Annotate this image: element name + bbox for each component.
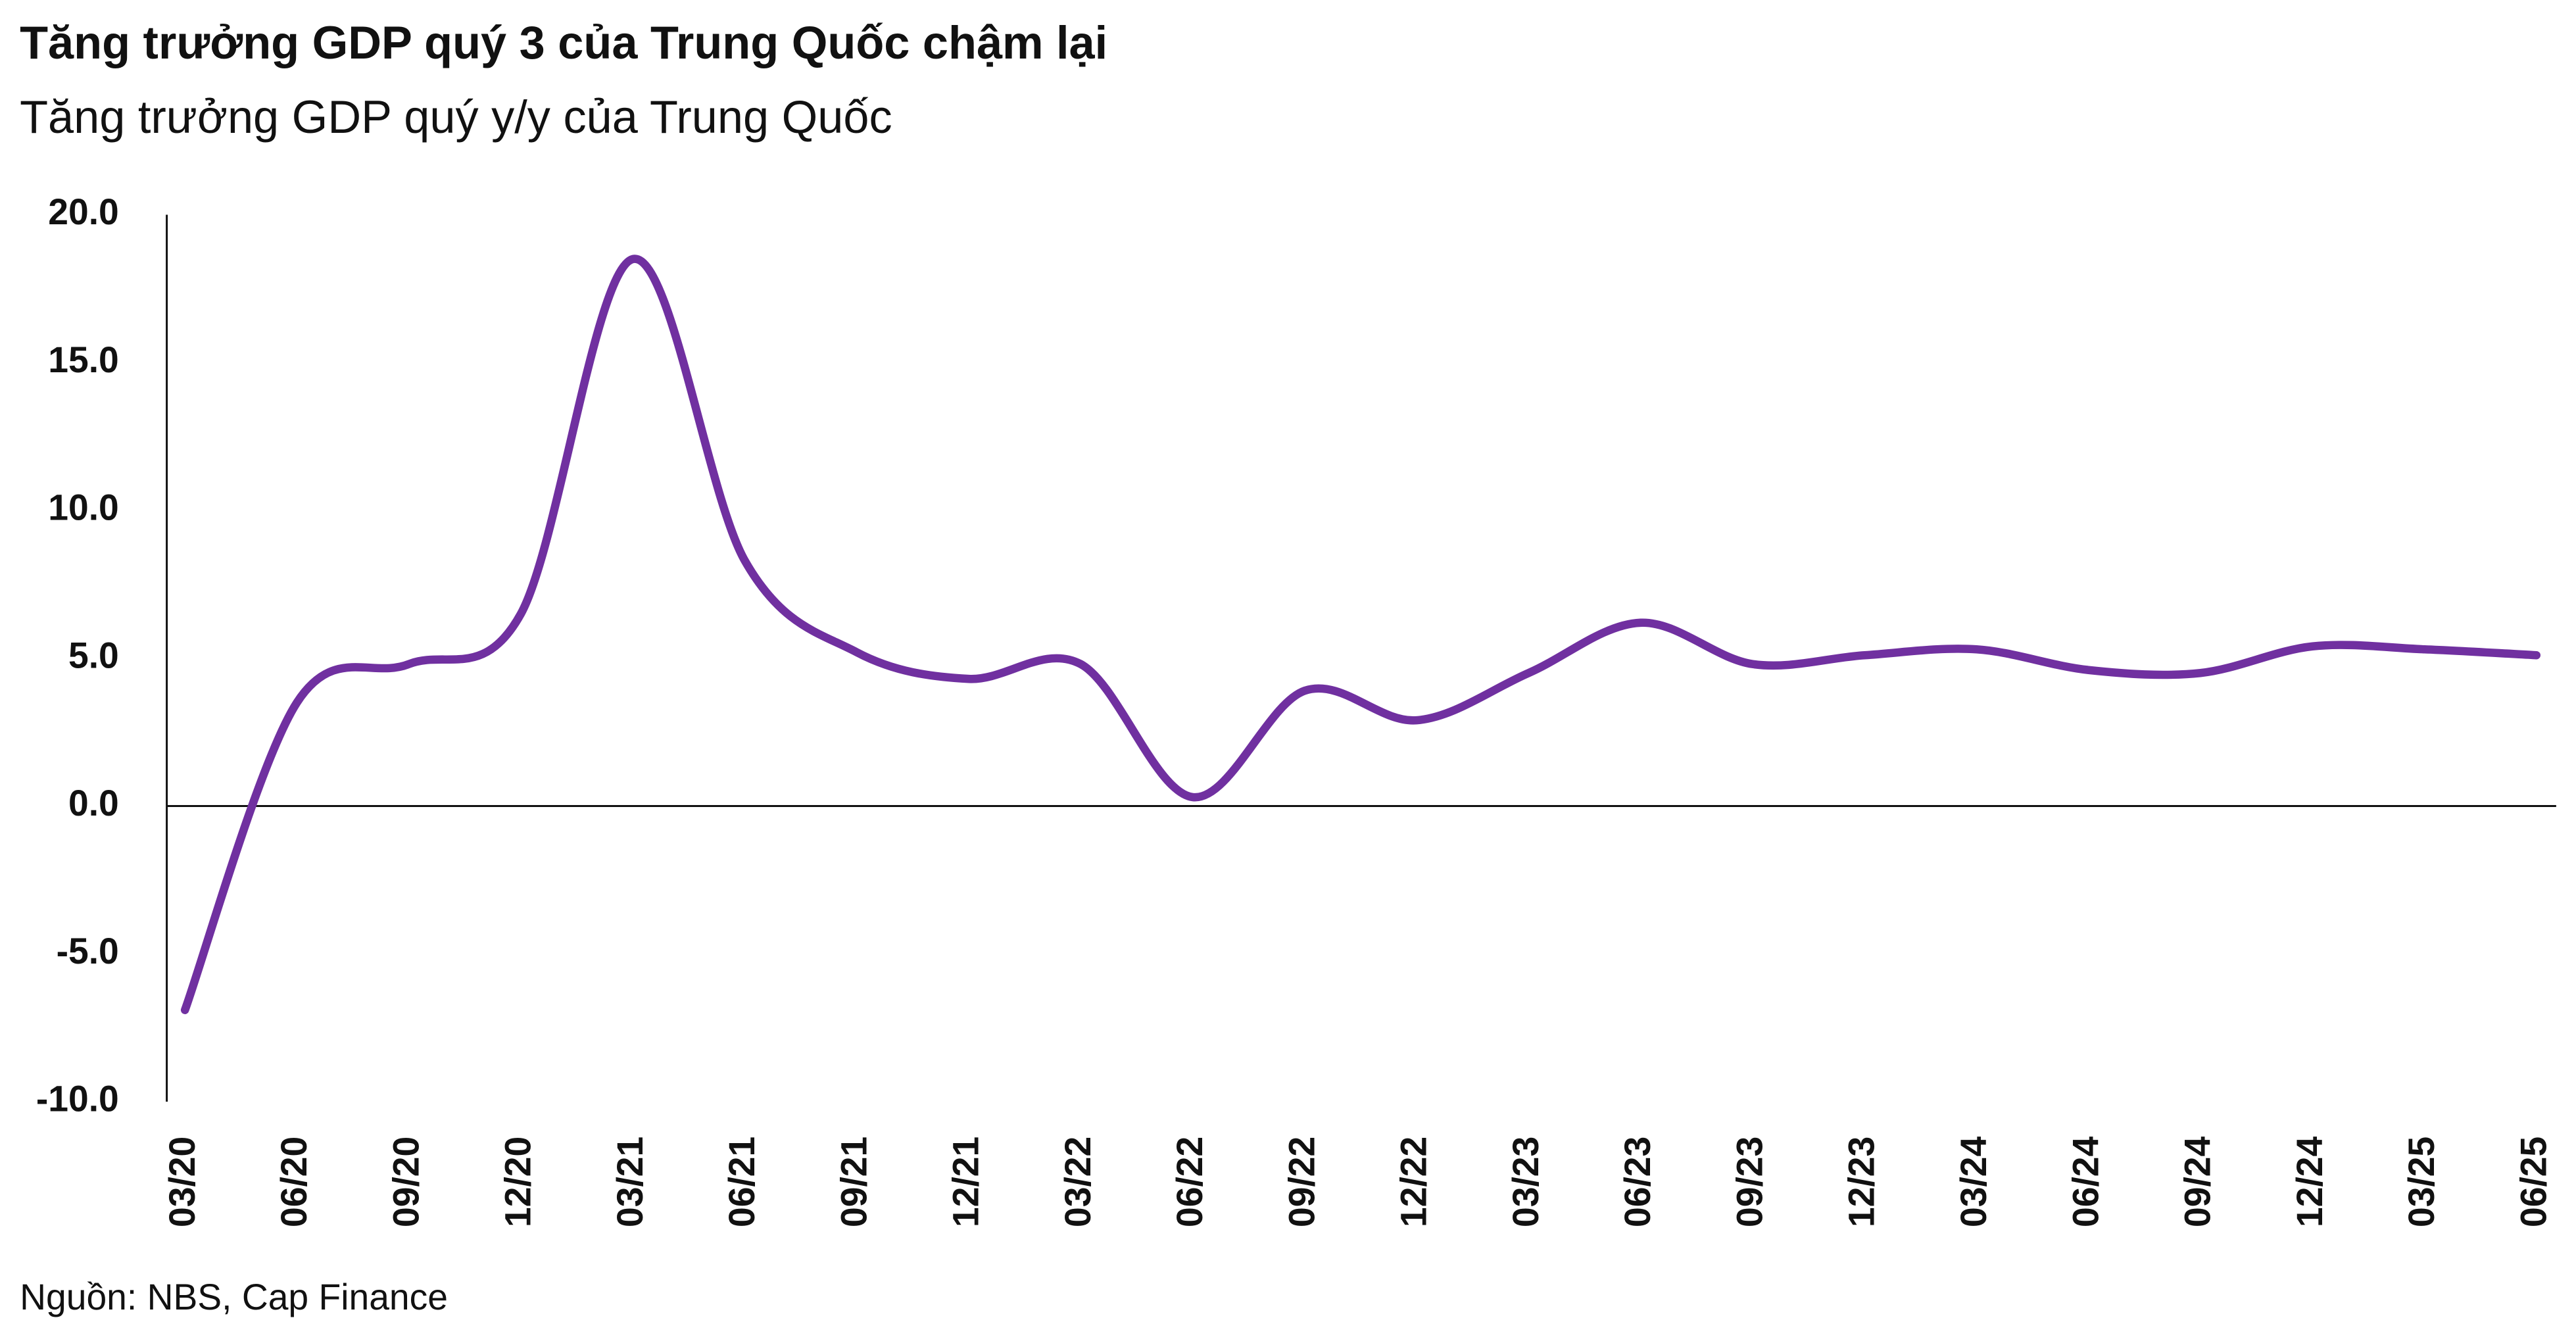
data-line: [180, 255, 2541, 1014]
x-tick-label: 09/20: [385, 1137, 426, 1227]
y-tick-label: 15.0: [48, 339, 119, 380]
x-tick-label: 03/24: [1953, 1136, 1994, 1227]
y-tick-label: -10.0: [36, 1079, 119, 1119]
y-tick-label: 0.0: [68, 783, 119, 823]
x-tick-label: 09/24: [2177, 1136, 2218, 1227]
x-tick-label: 03/25: [2401, 1137, 2442, 1227]
y-tick-label: 20.0: [48, 191, 119, 232]
x-tick-label: 12/24: [2289, 1136, 2330, 1227]
x-tick-label: 06/25: [2513, 1137, 2554, 1227]
x-tick-label: 12/23: [1841, 1137, 1882, 1227]
y-tick-label: -5.0: [57, 931, 119, 971]
x-tick-label: 09/22: [1281, 1137, 1322, 1227]
x-tick-label: 06/23: [1617, 1137, 1658, 1227]
x-tick-label: 09/21: [833, 1137, 874, 1227]
x-tick-label: 06/24: [2065, 1136, 2106, 1227]
x-tick-label: 03/22: [1057, 1137, 1098, 1227]
source-note: Nguồn: NBS, Cap Finance: [20, 1277, 448, 1317]
y-tick-label: 5.0: [68, 635, 119, 675]
x-tick-label: 12/22: [1394, 1137, 1434, 1227]
chart-subtitle: Tăng trưởng GDP quý y/y của Trung Quốc: [20, 91, 892, 143]
x-tick-label: 06/21: [721, 1137, 762, 1227]
x-tick-label: 06/22: [1169, 1137, 1210, 1227]
x-tick-label: 03/23: [1505, 1137, 1546, 1227]
x-tick-label: 06/20: [274, 1137, 314, 1227]
x-tick-label: 03/21: [610, 1137, 650, 1227]
x-tick-label: 12/21: [946, 1137, 986, 1227]
chart-title: Tăng trưởng GDP quý 3 của Trung Quốc chậ…: [20, 16, 1107, 68]
y-tick-label: 10.0: [48, 487, 119, 528]
x-tick-label: 12/20: [498, 1137, 539, 1227]
x-tick-label: 09/23: [1729, 1137, 1770, 1227]
x-tick-label: 03/20: [162, 1137, 203, 1227]
